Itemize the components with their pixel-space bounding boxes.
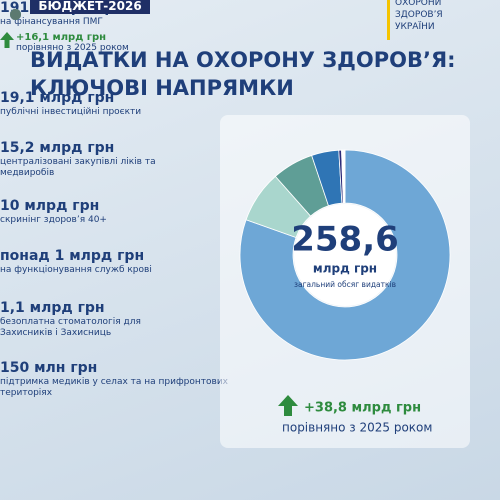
logo-line: ОХОРОНИ [395,0,442,8]
item-description: підтримка медиків у селах та на прифронт… [0,377,228,398]
chart-card: 258,6 млрд грн загальний обсяг видатків +38… [220,115,470,448]
item-value: 10 млрд грн [0,198,100,214]
item-description: на фінансування ПМГ [0,17,103,27]
arrow-shape [0,32,14,48]
center-caption: загальний обсяг видатків [294,280,396,289]
legend-swatch [10,9,21,20]
item-card: понад 1 млрд грн на функціонування служб … [0,9,182,300]
logo-line: УКРАЇНИ [395,22,435,32]
center-value: 258,6 [291,220,399,260]
center-unit: млрд грн [313,262,377,276]
title-line: КЛЮЧОВІ НАПРЯМКИ [30,76,294,100]
item-card: 150 млн грн підтримка медиків у селах та … [0,9,250,410]
up-arrow [0,32,14,48]
logo-line: ЗДОРОВ’Я [395,10,443,20]
item-value: 1,1 млрд грн [0,300,105,316]
logo: ОХОРОНИ ЗДОРОВ’Я УКРАЇНИ [395,0,443,33]
item-value: 150 млн грн [0,360,98,376]
item-description: централізовані закупівлі ліків та медвир… [0,157,156,178]
item-card: 15,2 млрд грн централізовані закупівлі лі… [0,9,182,198]
item-description: публічні інвестиційні проєкти [0,107,142,117]
item-change: +16,1 млрд грн порівняно з 2025 роком [0,32,182,54]
donut-chart: 258,6 млрд грн загальний обсяг видатків +38… [239,149,451,435]
change-value: +16,1 млрд грн [16,32,107,43]
change-caption: порівняно з 2025 роком [16,43,129,53]
item-card: 10 млрд грн скринінг здоров’я 40+ [0,9,182,248]
donut-slice [239,149,451,361]
item-description: на функціонування служб крові [0,265,152,275]
change-caption: порівняно з 2025 роком [282,421,432,435]
item-value: 19,1 млрд грн [0,90,115,106]
item-card: 1,1 млрд грн безоплатна стоматологія для … [0,9,182,360]
donut-hole [294,204,396,306]
item-value: понад 1 млрд грн [0,248,145,264]
logo-bar [387,0,390,40]
badge: БЮДЖЕТ-2026 [30,0,150,14]
item-value: 15,2 млрд грн [0,140,115,156]
title: ВИДАТКИ НА ОХОРОНУ ЗДОРОВ’Я: КЛЮЧОВІ НАП… [30,46,456,102]
change-value: +38,8 млрд грн [304,401,421,416]
item-description: безоплатна стоматологія для Захисників і… [0,317,141,338]
title-line: ВИДАТКИ НА ОХОРОНУ ЗДОРОВ’Я: [30,48,456,72]
item-description: скринінг здоров’я 40+ [0,215,107,225]
up-arrow [278,395,298,416]
